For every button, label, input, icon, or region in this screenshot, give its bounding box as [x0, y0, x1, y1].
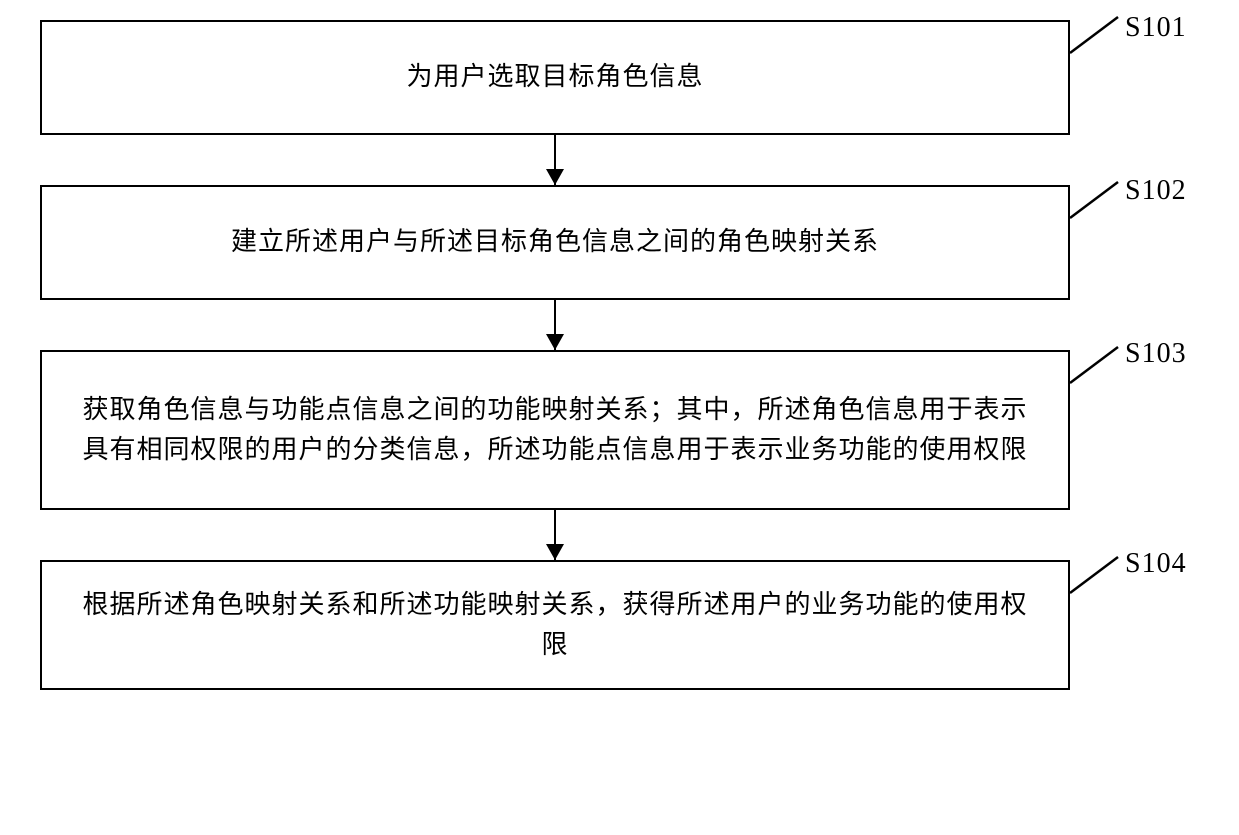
step-text-s101: 为用户选取目标角色信息: [406, 57, 703, 97]
step-row-4: 根据所述角色映射关系和所述功能映射关系，获得所述用户的业务功能的使用权限 S10…: [40, 560, 1200, 690]
step-label-s102: S102: [1125, 175, 1187, 207]
step-label-s101: S101: [1125, 12, 1187, 44]
step-row-2: 建立所述用户与所述目标角色信息之间的角色映射关系 S102: [40, 185, 1200, 300]
step-label-s103: S103: [1125, 338, 1187, 370]
arrow-2: [40, 300, 1070, 350]
step-row-3: 获取角色信息与功能点信息之间的功能映射关系；其中，所述角色信息用于表示具有相同权…: [40, 350, 1200, 510]
step-text-s103: 获取角色信息与功能点信息之间的功能映射关系；其中，所述角色信息用于表示具有相同权…: [72, 390, 1038, 471]
flowchart-container: 为用户选取目标角色信息 S101 建立所述用户与所述目标角色信息之间的角色映射关…: [40, 20, 1200, 690]
step-box-s101: 为用户选取目标角色信息: [40, 20, 1070, 135]
step-text-s104: 根据所述角色映射关系和所述功能映射关系，获得所述用户的业务功能的使用权限: [72, 585, 1038, 666]
step-text-s102: 建立所述用户与所述目标角色信息之间的角色映射关系: [231, 222, 879, 262]
arrow-1: [40, 135, 1070, 185]
arrow-3: [40, 510, 1070, 560]
step-row-1: 为用户选取目标角色信息 S101: [40, 20, 1200, 135]
step-box-s104: 根据所述角色映射关系和所述功能映射关系，获得所述用户的业务功能的使用权限: [40, 560, 1070, 690]
step-label-s104: S104: [1125, 548, 1187, 580]
step-box-s103: 获取角色信息与功能点信息之间的功能映射关系；其中，所述角色信息用于表示具有相同权…: [40, 350, 1070, 510]
step-box-s102: 建立所述用户与所述目标角色信息之间的角色映射关系: [40, 185, 1070, 300]
